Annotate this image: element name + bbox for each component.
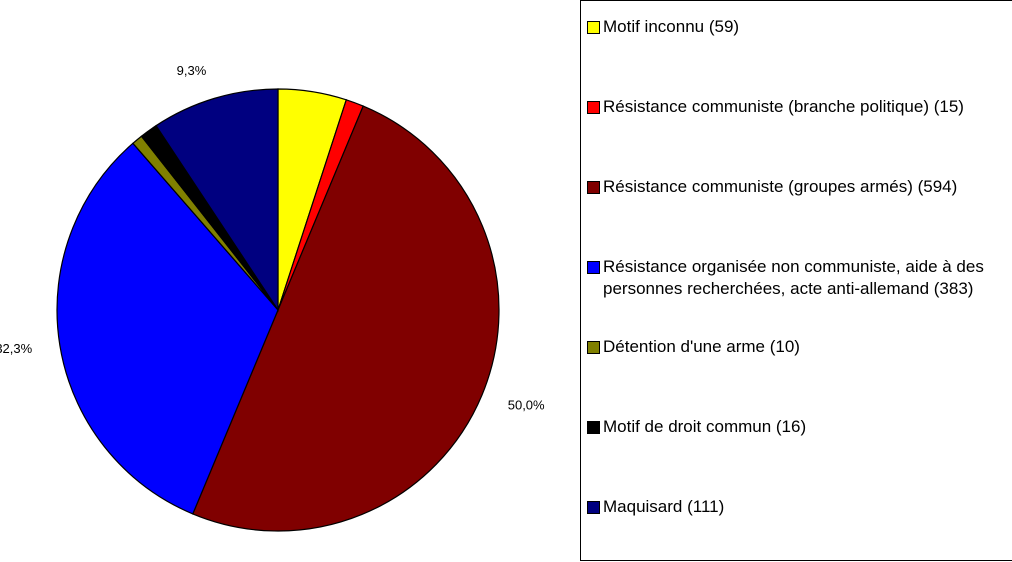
legend-swatch	[587, 101, 600, 114]
legend-entry: Résistance communiste (groupes armés) (5…	[587, 176, 1012, 198]
legend-entry: Résistance organisée non communiste, aid…	[587, 256, 1012, 300]
legend-entry: Résistance communiste (branche politique…	[587, 96, 1012, 118]
legend-entry: Motif de droit commun (16)	[587, 416, 1012, 438]
data-label: 32,3%	[0, 341, 33, 356]
data-label: 50,0%	[508, 397, 545, 412]
legend-entry: Maquisard (111)	[587, 496, 1012, 518]
pie-slice	[192, 105, 500, 532]
legend-label: Motif de droit commun (16)	[603, 417, 807, 436]
legend-label: Résistance organisée non communiste, aid…	[603, 257, 984, 298]
legend-label: Détention d'une arme (10)	[603, 337, 800, 356]
legend-swatch	[587, 501, 600, 514]
pie-slice	[155, 88, 279, 312]
legend-swatch	[587, 261, 600, 274]
legend-swatch	[587, 21, 600, 34]
legend-label: Résistance communiste (groupes armés) (5…	[603, 177, 958, 196]
legend-swatch	[587, 421, 600, 434]
legend-swatch	[587, 181, 600, 194]
legend-label: Maquisard (111)	[603, 497, 725, 516]
pie-slice	[56, 142, 279, 515]
legend-entry: Détention d'une arme (10)	[587, 336, 1012, 358]
legend-swatch	[587, 341, 600, 354]
chart: 50,0% 32,3% 9,3%	[0, 63, 545, 532]
data-label: 9,3%	[177, 63, 207, 78]
legend: Motif inconnu (59) Résistance communiste …	[580, 0, 1012, 561]
legend-label: Motif inconnu (59)	[603, 17, 740, 36]
legend-label: Résistance communiste (branche politique…	[603, 97, 964, 116]
legend-entry: Motif inconnu (59)	[587, 16, 1012, 38]
